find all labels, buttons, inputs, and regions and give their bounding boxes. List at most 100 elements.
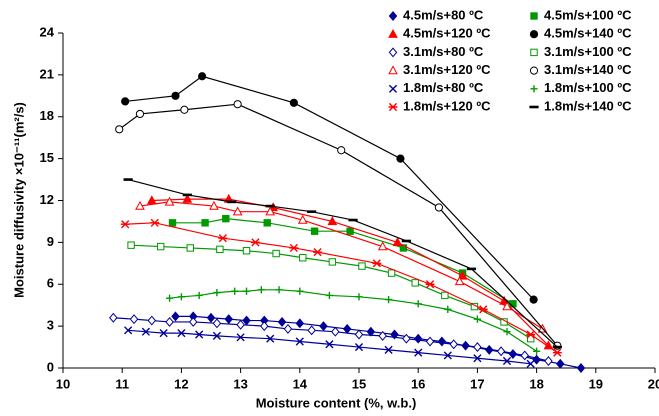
marker (503, 328, 511, 336)
marker (313, 248, 322, 257)
marker (171, 311, 180, 322)
marker (212, 331, 222, 340)
marker (366, 326, 376, 337)
marker (257, 286, 265, 294)
marker (182, 193, 193, 203)
marker (135, 109, 145, 119)
legend-label: 3.1m/s+120 ºC (403, 62, 491, 77)
marker (146, 195, 157, 205)
x-tick-label: 10 (56, 376, 70, 391)
x-tick-label: 14 (293, 376, 308, 391)
marker (283, 323, 293, 334)
marker (526, 359, 535, 368)
marker (124, 326, 133, 335)
marker (454, 276, 465, 286)
legend-label: 4.5m/s+80 ºC (403, 7, 484, 22)
marker (358, 262, 366, 270)
marker (385, 296, 393, 304)
legend-label: 3.1m/s+80 ºC (403, 44, 484, 59)
legend-label: 1.8m/s+120 ºC (403, 98, 491, 113)
marker (222, 214, 230, 223)
marker (346, 227, 354, 235)
marker (209, 200, 219, 210)
marker (129, 314, 139, 325)
marker (213, 289, 221, 297)
marker (414, 348, 423, 357)
marker (529, 30, 539, 39)
marker (473, 315, 481, 323)
marker (434, 203, 444, 212)
marker (529, 295, 538, 304)
marker (425, 280, 435, 289)
trend-line (125, 75, 535, 301)
trend-line (172, 218, 514, 305)
marker (263, 219, 271, 227)
marker (533, 347, 541, 355)
marker (411, 279, 419, 287)
marker (384, 345, 393, 354)
marker (444, 305, 452, 313)
x-tick-label: 12 (174, 376, 188, 391)
y-tick-label: 6 (47, 276, 54, 291)
marker (443, 351, 452, 360)
legend-label: 1.8m/s+80 ºC (403, 80, 484, 95)
marker (413, 333, 423, 344)
marker (388, 65, 398, 75)
marker (224, 314, 234, 325)
marker (473, 342, 482, 353)
legend-label: 3.1m/s+100 ºC (544, 44, 632, 59)
marker (206, 312, 216, 323)
marker (251, 238, 260, 247)
marker (377, 241, 388, 251)
marker (177, 329, 186, 338)
marker (327, 216, 338, 226)
trend-line (113, 317, 549, 362)
marker (576, 363, 586, 373)
marker (414, 300, 422, 308)
x-tick-label: 18 (529, 376, 543, 391)
marker (289, 243, 299, 253)
marker (388, 102, 398, 112)
marker (231, 287, 239, 295)
marker (396, 154, 405, 163)
trend-line (139, 201, 543, 330)
y-tick-label: 0 (47, 359, 54, 374)
marker (342, 323, 352, 334)
y-tick-label: 12 (40, 192, 54, 207)
marker (530, 48, 538, 57)
x-tick-label: 19 (589, 376, 603, 391)
y-tick-label: 3 (47, 318, 54, 333)
marker (186, 244, 194, 252)
marker (127, 241, 135, 249)
legend-label: 4.5m/s+120 ºC (403, 26, 491, 41)
y-axis-label: Moisture diffusivity ×10⁻¹¹(m²/s) (11, 102, 26, 298)
marker (272, 249, 280, 258)
legend-label: 4.5m/s+140 ºC (544, 26, 632, 41)
marker (295, 337, 304, 346)
legend-label: 1.8m/s+140 ºC (544, 98, 632, 113)
trend-line (118, 103, 558, 347)
marker (556, 358, 565, 369)
marker (319, 321, 328, 332)
marker (457, 270, 468, 280)
marker (188, 316, 198, 327)
marker (150, 218, 160, 227)
marker (171, 91, 180, 100)
marker (233, 100, 242, 109)
marker (164, 196, 175, 206)
marker (388, 47, 398, 58)
marker (530, 85, 538, 93)
marker (544, 356, 553, 366)
marker (212, 318, 222, 329)
marker (242, 247, 251, 255)
x-tick-label: 20 (648, 376, 659, 391)
marker (177, 293, 185, 301)
y-tick-label: 15 (40, 150, 54, 165)
marker (299, 254, 307, 262)
marker (201, 219, 209, 227)
x-axis-label: Moisture content (%, w.b.) (256, 395, 417, 410)
marker (307, 325, 316, 336)
marker (296, 287, 304, 295)
marker (526, 330, 536, 339)
